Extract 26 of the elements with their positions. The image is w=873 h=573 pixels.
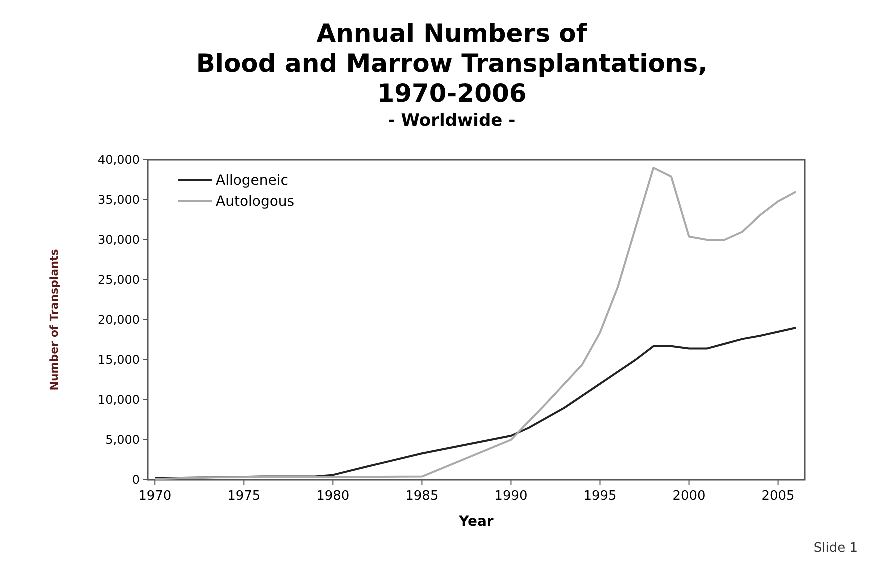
x-tick-label: 2005	[762, 489, 795, 504]
y-tick-label: 5,000	[106, 433, 140, 447]
x-tick-label: 1980	[316, 489, 350, 504]
x-tick-label: 1970	[138, 489, 172, 504]
text: Slide 1	[814, 541, 858, 556]
chart-title: Annual Numbers of Blood and Marrow Transplantations, 1970-2006	[196, 19, 708, 108]
y-tick-label: 20,000	[98, 313, 140, 327]
chart-subtitle: - Worldwide -	[388, 111, 516, 131]
y-tick-label: 15,000	[98, 353, 140, 367]
y-tick-label: 40,000	[98, 153, 140, 167]
x-tick-label: 1975	[228, 489, 261, 504]
y-tick-label: 35,000	[98, 193, 140, 207]
x-tick-label: 1995	[584, 489, 617, 504]
line-series	[154, 167, 798, 480]
y-tick-label: 0	[132, 473, 140, 487]
y-tick-label: 10,000	[98, 393, 140, 407]
legend-label: Allogeneic	[216, 173, 288, 189]
x-axis-title: Year	[458, 514, 494, 530]
line-series	[154, 327, 798, 480]
x-tick-label: 1990	[494, 489, 528, 504]
x-tick-label: 2000	[672, 489, 706, 504]
y-axis-title: Number of Transplants	[48, 248, 61, 391]
legend-label: Autologous	[216, 194, 295, 210]
x-tick-label: 1985	[406, 489, 439, 504]
y-tick-label: 25,000	[98, 273, 140, 287]
y-tick-label: 30,000	[98, 233, 140, 247]
